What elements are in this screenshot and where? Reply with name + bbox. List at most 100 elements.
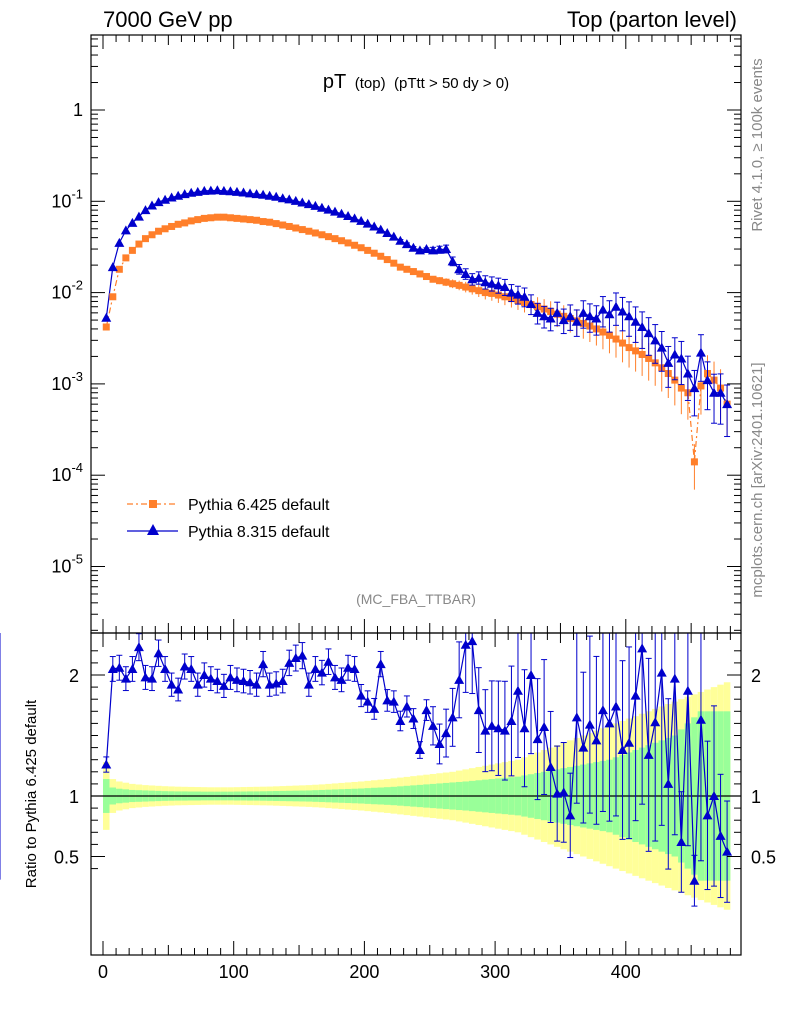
ratio-point <box>414 745 425 755</box>
p8-point <box>486 278 497 288</box>
p8-point <box>591 313 602 323</box>
ratio-point <box>460 639 471 649</box>
y-tick-label-base: 10 <box>51 374 71 394</box>
p8-point <box>650 335 661 345</box>
p8-point <box>441 244 452 254</box>
ratio-y-axis-label: Ratio to Pythia 6.425 default <box>23 699 40 888</box>
p6-point <box>462 283 470 291</box>
ratio-point <box>336 674 347 684</box>
ratio-point <box>133 642 144 652</box>
ratio-point <box>258 659 269 669</box>
ratio-point <box>388 696 399 706</box>
p6-point <box>357 244 365 252</box>
p8-point <box>369 221 380 231</box>
p6-point <box>305 227 313 235</box>
ratio-point <box>526 670 537 679</box>
p6-point <box>240 215 248 223</box>
y-tick-label-base: 10 <box>51 557 71 577</box>
ratio-point <box>329 672 340 682</box>
y-tick-label-base: 10 <box>51 283 71 303</box>
p8-point <box>258 189 269 199</box>
ratio-point <box>473 705 484 715</box>
p8-point <box>493 280 504 290</box>
p8-point <box>323 204 334 214</box>
ratio-point <box>643 749 654 759</box>
y-tick-label: 10-5 <box>51 552 83 577</box>
p6-point <box>109 293 117 301</box>
ratio-tick-label-right: 1 <box>751 787 761 807</box>
y-tick-label-exp: -5 <box>71 552 83 567</box>
p8-point <box>205 185 216 195</box>
p6-point <box>187 217 195 225</box>
p8-point <box>408 242 419 252</box>
p8-point <box>565 311 576 321</box>
p6-point <box>174 220 182 228</box>
y-tick-label-exp: -1 <box>71 186 83 201</box>
p8-point <box>284 194 295 204</box>
ratio-point <box>362 696 373 706</box>
p6-point <box>122 254 130 262</box>
ratio-point <box>205 673 216 683</box>
p8-point <box>617 306 628 316</box>
ratio-point <box>297 650 308 660</box>
ratio-point <box>441 728 452 738</box>
p6-point <box>181 219 189 227</box>
p8-point <box>656 342 667 352</box>
ratio-point <box>604 718 615 728</box>
p6-point <box>370 249 378 257</box>
p8-point <box>218 185 229 195</box>
p6-point <box>141 235 149 243</box>
plot-title-main: pT <box>323 71 346 93</box>
main-plot-panel: 10-510-410-310-210-11 pT (top) (pTtt > 5… <box>51 34 742 634</box>
p8-point <box>689 383 700 393</box>
p8-point <box>329 206 340 216</box>
ratio-point <box>506 715 517 725</box>
p6-point <box>338 237 346 245</box>
p6-point <box>298 226 306 234</box>
p6-point <box>233 214 241 222</box>
p8-point <box>277 193 288 203</box>
legend-label-pythia8: Pythia 8.315 default <box>188 524 330 541</box>
ratio-point <box>310 663 321 673</box>
p8-point <box>722 399 733 409</box>
p8-point <box>695 347 706 357</box>
p6-point <box>625 344 633 352</box>
p8-point <box>663 357 674 367</box>
p6-point <box>612 335 620 343</box>
p8-point <box>375 224 386 234</box>
x-tick-label: 300 <box>480 962 510 982</box>
ratio-point <box>650 717 661 727</box>
p6-point <box>475 287 483 295</box>
ratio-plot-frame <box>90 632 742 956</box>
ratio-point <box>284 657 295 667</box>
p8-point <box>212 185 223 195</box>
p6-point <box>292 224 300 232</box>
p8-point <box>388 231 399 241</box>
p6-point <box>266 218 274 226</box>
ratio-point <box>343 662 354 672</box>
p6-point <box>168 222 176 230</box>
ratio-point <box>179 661 190 671</box>
analysis-watermark: (MC_FBA_TTBAR) <box>356 591 476 607</box>
ratio-point <box>656 667 667 677</box>
mcplots-label: mcplots.cern.ch [arXiv:2401.10621] <box>749 362 766 597</box>
p8-point <box>153 197 164 207</box>
p6-point <box>226 214 234 222</box>
p8-point <box>454 264 465 274</box>
p6-point <box>690 458 698 466</box>
x-tick-label: 0 <box>98 962 108 982</box>
p8-point <box>245 188 256 198</box>
p8-point <box>297 197 308 207</box>
ratio-point <box>480 725 491 735</box>
ratio-point <box>722 846 733 856</box>
p8-point <box>127 217 138 227</box>
p8-point <box>624 311 635 321</box>
p6-point <box>253 216 261 224</box>
p6-point <box>272 220 280 228</box>
p6-point <box>422 273 430 281</box>
ratio-tick-label: 2 <box>69 666 79 686</box>
p8-point <box>147 200 158 210</box>
x-axis-tick-labels: 0 100 200 300 400 <box>98 962 641 982</box>
ratio-point <box>597 705 608 715</box>
y-tick-label-exp: -2 <box>71 278 83 293</box>
